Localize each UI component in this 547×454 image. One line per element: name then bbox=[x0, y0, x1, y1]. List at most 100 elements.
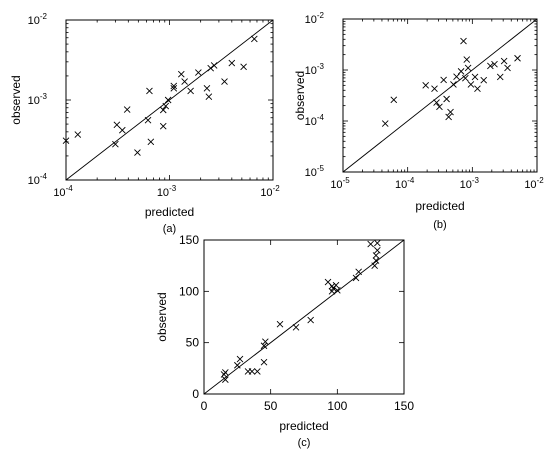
data-point bbox=[203, 84, 211, 92]
plot-frame-b bbox=[342, 18, 538, 173]
data-point bbox=[328, 282, 336, 290]
y-tick-base: 10 bbox=[305, 167, 317, 179]
data-point bbox=[144, 116, 152, 124]
x-tick-labels-c: 0 50 100 150 bbox=[201, 399, 415, 413]
data-point bbox=[113, 121, 121, 129]
data-point bbox=[487, 62, 494, 70]
data-point bbox=[374, 239, 381, 247]
x-tick-base: 10 bbox=[460, 179, 472, 191]
panel-b: 10-5 10-4 10-3 10-2 10-510-410-310-2 predic… bbox=[293, 11, 544, 231]
data-point bbox=[222, 376, 229, 383]
y-tick-exponent: -3 bbox=[317, 62, 325, 71]
data-point bbox=[195, 69, 202, 76]
y-tick-base: 10 bbox=[28, 95, 40, 107]
panel-c: 0 50 100 150 0 50 100 150 predicted observed (… bbox=[155, 233, 414, 449]
data-point bbox=[248, 368, 256, 375]
x-tick-label: 10-3 bbox=[157, 184, 177, 199]
data-point bbox=[240, 63, 247, 71]
data-point bbox=[371, 262, 378, 269]
y-tick-labels-b: 10-510-410-310-2 bbox=[305, 11, 325, 179]
y-tick-label: 0 bbox=[192, 387, 199, 401]
data-points-a bbox=[62, 35, 258, 156]
data-point bbox=[462, 74, 469, 82]
x-tick-label: 0 bbox=[201, 399, 208, 413]
data-point bbox=[162, 102, 170, 110]
data-point bbox=[445, 113, 452, 121]
data-point bbox=[460, 37, 467, 45]
y-tick-label: 10-4 bbox=[28, 172, 48, 187]
x-tick-label: 10-4 bbox=[53, 184, 73, 199]
data-point bbox=[307, 316, 314, 324]
data-point bbox=[210, 62, 218, 69]
data-point bbox=[390, 96, 398, 104]
y-tick-labels-c: 0 50 100 150 bbox=[179, 233, 199, 401]
x-tick-exponent: -2 bbox=[537, 176, 545, 185]
y-axis-label-c: observed bbox=[155, 292, 169, 341]
y-tick-label: 10-3 bbox=[305, 62, 325, 77]
x-tick-label: 150 bbox=[394, 399, 414, 413]
y-tick-label: 10-4 bbox=[305, 113, 325, 128]
data-point bbox=[118, 126, 126, 134]
y-tick-label: 10-3 bbox=[28, 92, 48, 107]
data-point bbox=[112, 140, 119, 148]
identity-line bbox=[65, 19, 274, 181]
x-axis-label-a: predicted bbox=[145, 205, 194, 219]
x-tick-base: 10 bbox=[524, 179, 536, 191]
x-tick-labels-b: 10-5 10-4 10-3 10-2 bbox=[330, 176, 544, 191]
data-point bbox=[332, 281, 340, 289]
data-point bbox=[514, 54, 521, 62]
data-point bbox=[260, 342, 268, 350]
data-points-c bbox=[220, 239, 381, 383]
tick-marks-b bbox=[342, 18, 538, 173]
tick-marks-c bbox=[203, 239, 405, 395]
data-point bbox=[123, 106, 131, 113]
y-tick-label: 50 bbox=[186, 336, 200, 350]
x-tick-base: 10 bbox=[157, 187, 169, 199]
data-point bbox=[228, 59, 236, 67]
y-tick-label: 150 bbox=[179, 233, 199, 247]
x-tick-base: 10 bbox=[260, 187, 272, 199]
y-tick-base: 10 bbox=[28, 175, 40, 187]
data-point bbox=[205, 93, 213, 101]
y-tick-exponent: -2 bbox=[317, 11, 325, 20]
data-point bbox=[500, 57, 508, 65]
tick-marks-a bbox=[65, 19, 274, 181]
y-axis-label-b: observed bbox=[293, 71, 307, 120]
panel-label-a: (a) bbox=[163, 223, 176, 235]
data-point bbox=[480, 76, 488, 84]
y-tick-label: 100 bbox=[179, 284, 199, 298]
data-point bbox=[453, 73, 460, 80]
data-point bbox=[367, 240, 374, 248]
data-point bbox=[236, 355, 244, 363]
data-point bbox=[181, 78, 188, 85]
data-point bbox=[447, 108, 454, 116]
panel-a: 10-4 10-3 10-2 10-410-310-2 predicted obse… bbox=[9, 12, 280, 235]
data-point bbox=[222, 369, 229, 376]
x-tick-exponent: -3 bbox=[169, 184, 177, 193]
data-point bbox=[164, 96, 172, 104]
data-point bbox=[221, 78, 228, 85]
x-tick-label: 10-5 bbox=[330, 176, 350, 191]
x-tick-label: 100 bbox=[327, 399, 347, 413]
plot-frame-c bbox=[203, 239, 405, 395]
data-point bbox=[159, 106, 167, 114]
x-axis-label-b: predicted bbox=[415, 199, 464, 213]
data-point bbox=[170, 84, 178, 92]
data-point bbox=[491, 60, 498, 68]
data-point bbox=[474, 85, 481, 93]
x-tick-label: 50 bbox=[264, 399, 278, 413]
data-point bbox=[355, 268, 362, 276]
y-tick-base: 10 bbox=[305, 14, 317, 26]
x-tick-exponent: -4 bbox=[66, 184, 74, 193]
data-point bbox=[381, 120, 389, 127]
data-point bbox=[471, 73, 479, 81]
data-point bbox=[443, 95, 450, 103]
data-point bbox=[436, 103, 443, 111]
x-tick-exponent: -5 bbox=[343, 176, 351, 185]
panel-label-c: (c) bbox=[298, 437, 311, 449]
x-tick-exponent: -4 bbox=[407, 176, 415, 185]
data-point bbox=[170, 82, 178, 90]
data-point bbox=[372, 252, 380, 259]
y-tick-base: 10 bbox=[305, 65, 317, 77]
data-point bbox=[159, 122, 167, 130]
